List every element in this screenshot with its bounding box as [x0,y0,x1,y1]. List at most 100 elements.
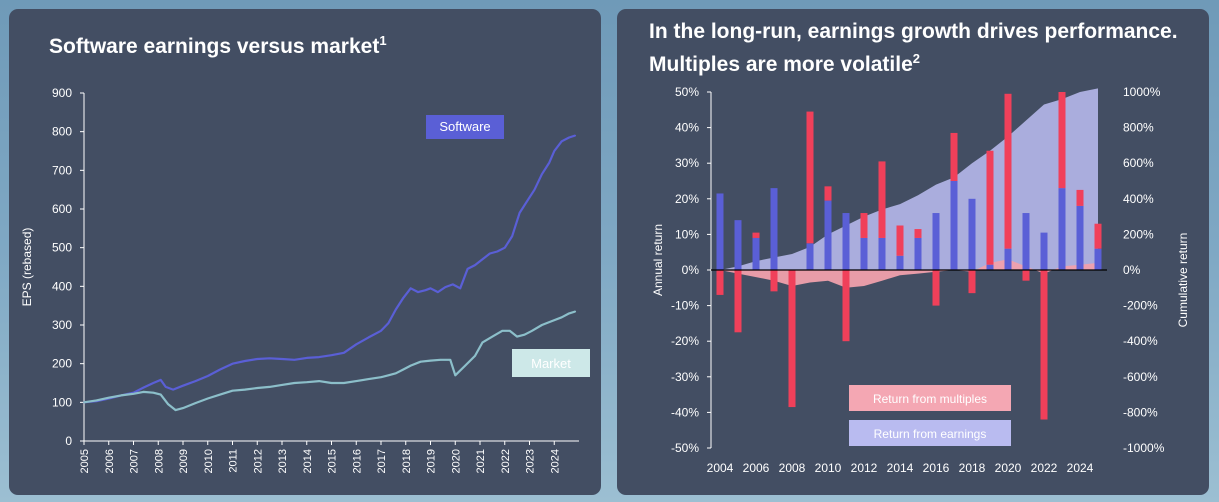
right-chart-title: In the long-run, earnings growth drives … [649,18,1189,78]
earnings-bar-2022 [1040,232,1048,270]
data-point-market [194,402,197,404]
x-tick-label: 2018 [959,461,986,475]
x-tick-label: 2023 [525,449,537,473]
y-tick-label: 20% [675,192,699,206]
data-point-software [305,357,308,359]
data-point-market [174,409,177,411]
data-point-market [501,330,504,332]
data-point-market [206,397,209,400]
x-tick-label: 2016 [351,449,363,473]
data-point-software [560,140,563,143]
y-tick-label: 700 [52,163,72,177]
data-point-software [424,289,427,292]
data-point-software [293,359,296,361]
data-point-market [429,359,432,362]
y-right-tick-label: -400% [1123,334,1158,348]
multiples-bar-2014 [896,225,904,256]
y-right-axis-label: Cumulative return [1176,233,1190,328]
x-tick-label: 2022 [500,449,512,473]
earnings-bar-2005 [734,220,742,270]
data-point-market [152,391,155,394]
data-point-market [568,312,570,315]
earnings-bar-2017 [950,181,958,270]
x-tick-label: 2008 [779,461,806,475]
data-point-software [142,386,145,389]
x-tick-label: 2012 [252,449,264,473]
market-label-box [512,349,590,377]
data-point-market [523,333,526,336]
cumulative-multiples-area [720,259,1098,288]
data-point-market [268,386,271,388]
data-point-market [219,393,221,396]
y-right-tick-label: 1000% [1123,85,1161,99]
y-tick-label: 10% [675,227,699,241]
earnings-bar-2014 [896,255,904,270]
x-tick-label: 2008 [153,449,165,473]
data-point-software [387,322,390,324]
y-right-tick-label: 600% [1123,156,1154,170]
multiples-bar-2021 [1022,270,1030,281]
data-point-software [548,161,551,164]
x-tick-label: 2009 [178,449,190,473]
data-point-market [367,378,370,380]
data-point-market [95,399,98,402]
data-point-software [574,134,577,137]
y-tick-label: -10% [671,299,699,313]
x-tick-label: 2012 [851,461,878,475]
multiples-bar-2019 [986,150,994,265]
annual-return-chart: 50% 40% 30% 20% 10% 0% -10% -20% -30% -40% -50% 100… [651,85,1190,475]
y-right-tick-label: -1000% [1123,441,1165,455]
multiples-bar-2017 [950,132,958,181]
data-point-market [380,376,382,379]
x-tick-label: 2024 [549,449,561,473]
cumulative-earnings-area [720,88,1098,271]
data-point-software [318,356,320,358]
data-point-software [355,343,358,346]
y-axis-label: Annual return [651,224,665,296]
series-line-software [83,134,576,404]
y-tick-label: -20% [671,334,699,348]
earnings-bar-2018 [968,198,976,270]
data-point-software [437,291,439,293]
data-point-market [107,396,110,399]
data-point-market [481,341,484,344]
y-axis-label: EPS (rebased) [20,228,34,307]
data-point-software [281,358,283,360]
y-right-tick-label: -800% [1123,405,1158,419]
data-point-software [219,368,221,371]
data-point-software [402,297,405,299]
multiples-bar-2016 [932,270,940,306]
x-tick-label: 2010 [203,449,215,473]
data-point-software [330,354,333,356]
data-point-software [518,212,521,214]
earnings-bar-2015 [914,237,922,270]
data-point-software [541,173,543,175]
legend-earnings-label: Return from earnings [874,427,987,441]
multiples-bar-2007 [770,270,778,292]
earnings-vs-multiples-panel: In the long-run, earnings growth drives … [617,9,1209,495]
x-tick-label: 2005 [79,449,91,473]
data-point-software [553,150,556,152]
data-point-market [550,320,553,322]
x-tick-label: 2021 [475,449,487,473]
data-point-software [231,362,234,365]
data-point-market [560,316,563,319]
y-tick-label: 600 [52,202,72,216]
multiples-bar-2009 [806,111,814,244]
data-point-software [533,188,536,191]
data-point-software [159,379,162,381]
data-point-market [454,374,457,377]
earnings-bar-2010 [824,200,832,270]
series-line-market [83,310,576,412]
data-point-software [474,264,476,266]
y-tick-label: 30% [675,156,699,170]
x-tick-label: 2014 [887,461,914,475]
data-point-market [355,380,358,382]
y-tick-label: -40% [671,405,699,419]
data-point-market [293,382,296,384]
data-point-software [164,386,167,388]
x-tick-label: 2019 [426,449,438,473]
data-point-software [451,283,454,286]
x-tick-label: 2013 [277,449,289,473]
data-point-software [244,360,246,362]
